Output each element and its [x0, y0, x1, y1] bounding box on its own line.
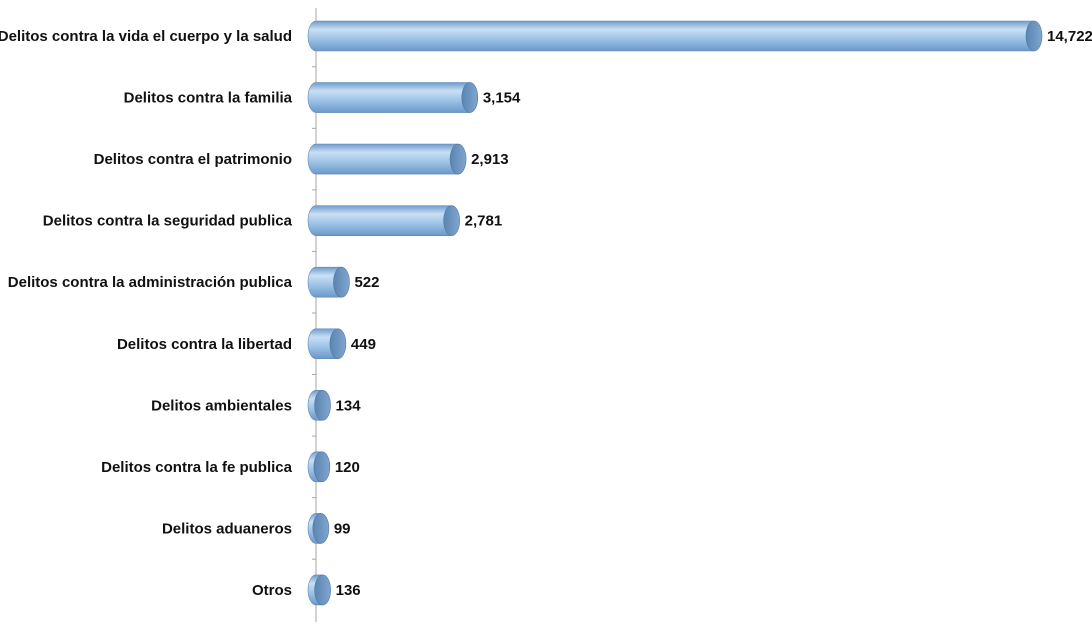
category-label: Delitos ambientales: [151, 397, 292, 414]
bar-4: [307, 205, 460, 236]
data-label: 134: [336, 397, 362, 414]
data-label: 14,722: [1047, 28, 1092, 45]
category-label: Delitos aduaneros: [162, 520, 292, 537]
data-label: 136: [336, 582, 361, 599]
bar-5: [307, 266, 350, 298]
category-label: Delitos contra la fe publica: [101, 459, 293, 476]
bar-end-cap: [329, 328, 347, 360]
bar-7: [307, 389, 331, 421]
bar-body: [307, 20, 1035, 52]
bar-2: [307, 82, 479, 113]
bar-end-cap: [312, 513, 330, 544]
bar-end-cap: [333, 266, 350, 298]
bar-10: [307, 574, 331, 606]
bar-8: [307, 451, 331, 483]
category-label: Delitos contra la seguridad publica: [43, 213, 293, 230]
bar-end-cap: [314, 389, 331, 421]
bar-body: [307, 205, 452, 236]
bar-body: [307, 328, 339, 360]
bar-9: [307, 513, 330, 544]
bar-3: [307, 143, 467, 175]
bar-1: [307, 20, 1043, 52]
category-label: Otros: [252, 582, 292, 599]
data-label: 2,781: [465, 213, 503, 230]
bar-end-cap: [443, 205, 460, 236]
category-label: Delitos contra el patrimonio: [94, 151, 292, 168]
category-label: Delitos contra la administración publica: [8, 274, 293, 291]
bar-body: [307, 143, 459, 175]
data-label: 2,913: [471, 151, 509, 168]
bar-end-cap: [314, 574, 331, 606]
data-label: 99: [334, 520, 351, 537]
bar-end-cap: [313, 451, 331, 483]
category-label: Delitos contra la libertad: [117, 336, 292, 353]
data-label: 120: [335, 459, 360, 476]
bar-end-cap: [461, 82, 479, 113]
category-label: Delitos contra la familia: [124, 90, 293, 107]
bar-end-cap: [449, 143, 467, 175]
bar-end-cap: [1025, 20, 1043, 52]
data-label: 522: [354, 274, 379, 291]
bar-6: [307, 328, 347, 360]
data-label: 449: [351, 336, 376, 353]
bar-body: [307, 82, 471, 113]
data-label: 3,154: [483, 90, 521, 107]
category-label: Delitos contra la vida el cuerpo y la sa…: [0, 28, 292, 45]
bar-body: [307, 266, 342, 298]
